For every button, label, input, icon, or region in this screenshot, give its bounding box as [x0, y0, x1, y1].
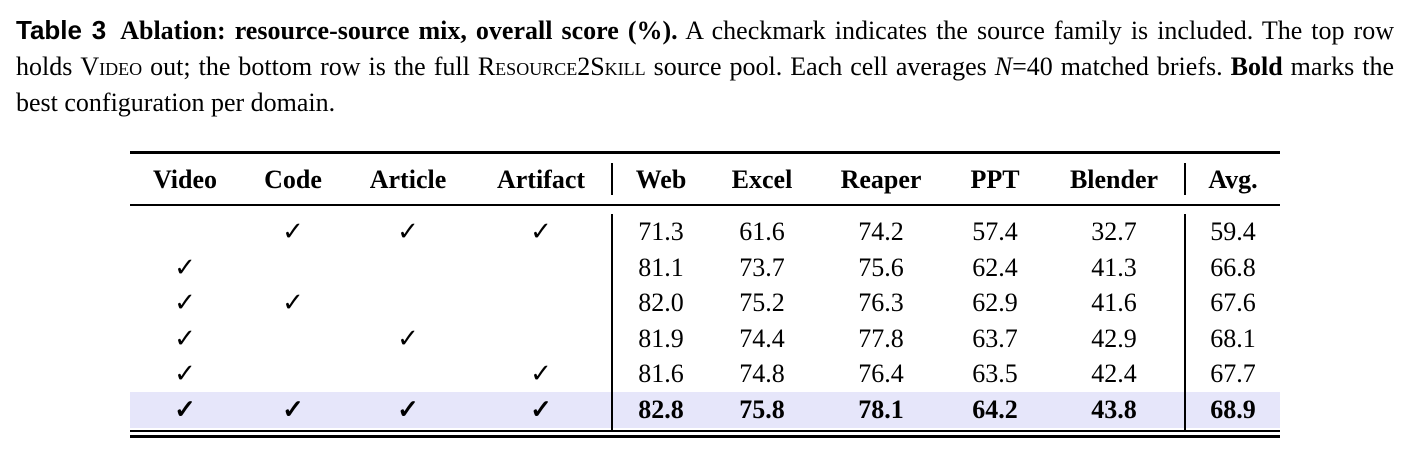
caption-bold: Ablation: resource-source mix, overall s…	[120, 16, 678, 45]
score-cell: 61.6	[739, 217, 785, 246]
column-separator	[1184, 163, 1186, 195]
caption-plain: marks the best configuration per domain.	[16, 52, 1395, 117]
score-cell: 67.7	[1210, 359, 1256, 389]
column-separator	[1184, 214, 1186, 430]
header-cell: Reaper	[840, 165, 922, 194]
header-cell: PPT	[970, 165, 1020, 194]
score-cell: 73.7	[739, 252, 785, 282]
score-cell: 41.6	[1091, 288, 1137, 318]
score-cell: 67.6	[1210, 288, 1256, 318]
score-cell: 78.1	[858, 395, 904, 424]
caption-plain: source pool. Each cell averages	[645, 52, 995, 81]
check-cell: ✓	[174, 395, 196, 424]
bottom-rule	[130, 435, 1280, 438]
score-cell: 82.8	[638, 395, 684, 424]
score-cell: 63.5	[972, 359, 1018, 389]
score-cell: 77.8	[858, 323, 904, 353]
caption-plain: out; the bottom row is the full	[142, 52, 478, 81]
score-cell: 75.2	[739, 288, 785, 318]
caption-label: Table 3	[16, 15, 107, 45]
header-cell: Blender	[1069, 165, 1159, 194]
check-cell: ✓	[174, 252, 196, 282]
score-cell: 66.8	[1210, 252, 1256, 282]
score-cell: 74.4	[739, 323, 785, 353]
check-cell: ✓	[530, 359, 552, 389]
row-highlight	[130, 392, 1280, 428]
score-cell: 62.9	[972, 288, 1018, 318]
caption-plain: A checkmark indicates the source family …	[16, 16, 1394, 81]
mid-rule	[130, 204, 1280, 206]
check-cell: ✓	[282, 288, 304, 318]
score-cell: 81.1	[638, 252, 684, 282]
score-cell: 76.3	[858, 288, 904, 318]
score-cell: 81.9	[638, 323, 684, 353]
column-separator	[611, 214, 613, 430]
caption-smallcaps: Resource2Skill	[477, 52, 646, 81]
score-cell: 75.8	[739, 395, 785, 424]
caption-plain: =40 matched briefs.	[1012, 52, 1231, 81]
top-rule	[130, 151, 1280, 154]
caption-italic: N	[994, 52, 1013, 81]
score-cell: 74.2	[858, 217, 904, 246]
check-cell: ✓	[174, 323, 196, 353]
header-cell: Excel	[731, 165, 793, 194]
header-cell: Avg.	[1208, 165, 1258, 194]
score-cell: 62.4	[972, 252, 1018, 282]
header-cell: Video	[152, 165, 218, 194]
check-cell: ✓	[282, 217, 304, 246]
score-cell: 42.9	[1091, 323, 1137, 353]
score-cell: 76.4	[858, 359, 904, 389]
check-cell: ✓	[174, 359, 196, 389]
check-cell: ✓	[530, 217, 552, 246]
caption-bold: Bold	[1230, 52, 1283, 81]
score-cell: 81.6	[638, 359, 684, 389]
score-cell: 42.4	[1091, 359, 1137, 389]
caption: Table 3 Ablation: resource-source mix, ov…	[16, 12, 1394, 121]
score-cell: 68.9	[1210, 395, 1256, 424]
check-cell: ✓	[397, 395, 419, 424]
check-cell: ✓	[397, 217, 419, 246]
score-cell: 59.4	[1210, 217, 1256, 246]
check-cell: ✓	[282, 395, 304, 424]
header-cell: Code	[264, 165, 322, 194]
caption-smallcaps: Video	[80, 52, 143, 81]
score-cell: 71.3	[638, 217, 684, 246]
score-cell: 75.6	[858, 252, 904, 282]
score-cell: 57.4	[972, 217, 1018, 246]
score-cell: 74.8	[739, 359, 785, 389]
header-cell: Web	[635, 165, 687, 194]
header-cell: Article	[369, 165, 447, 194]
score-cell: 68.1	[1210, 323, 1256, 353]
score-cell: 64.2	[972, 395, 1018, 424]
header-cell: Artifact	[496, 165, 586, 194]
score-cell: 82.0	[638, 288, 684, 318]
check-cell: ✓	[530, 395, 552, 424]
score-cell: 63.7	[972, 323, 1018, 353]
check-cell: ✓	[397, 323, 419, 353]
column-separator	[611, 163, 613, 195]
check-cell: ✓	[174, 288, 196, 318]
bottom-rule	[130, 430, 1280, 432]
score-cell: 41.3	[1091, 252, 1137, 282]
score-cell: 32.7	[1091, 217, 1137, 246]
score-cell: 43.8	[1091, 395, 1137, 424]
